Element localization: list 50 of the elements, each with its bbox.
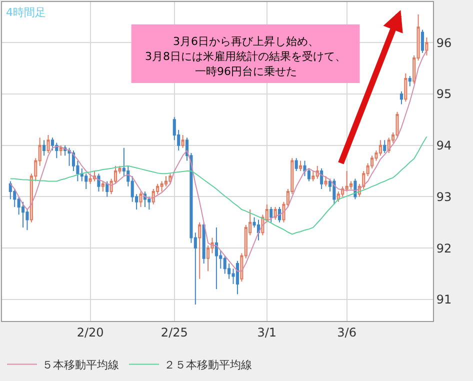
candlestick: [294, 158, 298, 172]
candlestick: [299, 160, 302, 172]
candlestick: [404, 72, 408, 102]
candlestick: [97, 173, 100, 192]
line-series: [10, 136, 428, 235]
candlestick: [383, 140, 386, 154]
candlestick: [408, 75, 412, 87]
y-tick-label: 92: [436, 241, 452, 256]
annotation: 3月6日から再び上昇し始め、: [173, 35, 319, 48]
x-tick-label: 2/25: [160, 325, 188, 340]
candlestick: [168, 173, 172, 184]
candlestick: [236, 260, 239, 295]
legend-label: ５本移動平均線: [42, 358, 119, 372]
candlestick: [21, 201, 25, 228]
x-tick-label: 3/1: [257, 325, 277, 340]
candlestick: [278, 206, 282, 223]
candlestick: [139, 191, 142, 208]
candlestick: [88, 173, 92, 184]
annotation: 4時間足: [6, 6, 46, 19]
annotation: 3月8日には米雇用統計の結果を受けて、: [145, 50, 346, 63]
candlestick: [59, 144, 62, 156]
candlestick: [152, 188, 155, 205]
candlestick: [420, 29, 424, 54]
candlestick: [42, 140, 46, 156]
line-series: [10, 50, 428, 272]
candlestick: [256, 219, 260, 241]
candlestick: [101, 180, 104, 192]
candlestick: [345, 170, 348, 192]
candlestick: [324, 176, 328, 187]
candlestick: [106, 180, 109, 198]
candlestick: [378, 140, 382, 156]
candlestick: [400, 90, 403, 105]
candlestick: [181, 134, 184, 148]
x-tick-label: 2/20: [76, 325, 104, 340]
y-tick-label: 94: [436, 138, 452, 153]
candlestick: [214, 227, 218, 290]
y-tick-label: 93: [436, 190, 452, 204]
legend-label: ２５本移動平均線: [164, 358, 252, 372]
candlestick: [270, 206, 273, 223]
candlestick: [46, 134, 50, 154]
y-tick-label: 96: [436, 36, 452, 50]
candlestick: [202, 222, 206, 264]
annotation: 一時96円台に乗せた: [195, 65, 297, 78]
candlestick: [198, 222, 202, 280]
candlestick: [320, 168, 324, 190]
y-tick-label: 95: [436, 87, 452, 102]
x-tick-label: 3/6: [337, 325, 356, 340]
y-tick-label: 91: [436, 292, 452, 307]
candlestick: [332, 178, 336, 205]
candlestick: [425, 36, 428, 56]
